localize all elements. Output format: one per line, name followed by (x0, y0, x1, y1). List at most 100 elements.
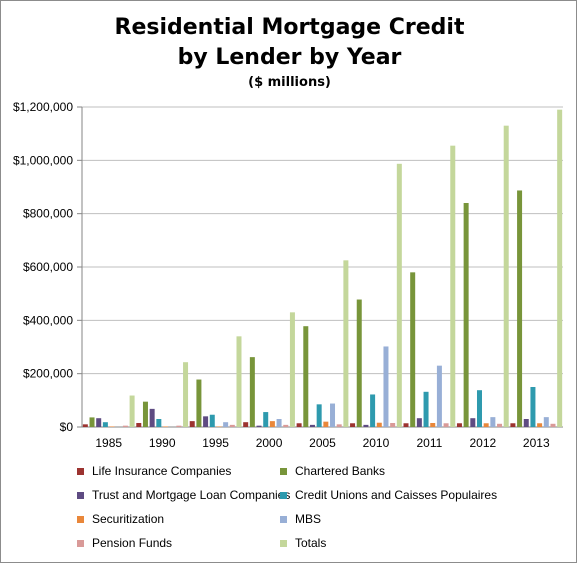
bar (276, 419, 282, 427)
bar (456, 423, 462, 427)
legend-label: Credit Unions and Caisses Populaires (295, 488, 498, 502)
legend-swatch (280, 467, 287, 475)
bar (183, 362, 189, 427)
bar (209, 414, 215, 427)
bar (89, 417, 95, 427)
bar (523, 419, 529, 427)
x-tick-label: 1990 (149, 436, 176, 450)
bar (136, 423, 142, 427)
bar (129, 395, 135, 427)
bar (289, 312, 295, 427)
legend-item-credit-unions: Credit Unions and Caisses Populaires (280, 486, 540, 504)
legend-label: Trust and Mortgage Loan Companies (92, 488, 291, 502)
y-tick-label: $800,000 (23, 207, 73, 221)
bar (503, 125, 509, 428)
bar (96, 418, 102, 427)
x-tick-label: 2000 (256, 436, 283, 450)
legend-swatch (77, 539, 84, 547)
bar (196, 379, 202, 427)
y-tick-label: $200,000 (23, 367, 73, 381)
bar (430, 423, 436, 427)
bar (383, 346, 389, 427)
bar (336, 424, 342, 427)
bar (510, 423, 516, 427)
bar (249, 357, 255, 427)
bar (370, 394, 376, 427)
x-tick-label: 2013 (523, 436, 550, 450)
bar (410, 272, 416, 427)
bar (376, 422, 382, 427)
bar (256, 425, 262, 427)
legend-swatch (280, 491, 287, 499)
y-tick-label: $600,000 (23, 260, 73, 274)
bar (530, 387, 536, 427)
legend-swatch (77, 515, 84, 523)
legend-swatch (280, 539, 287, 547)
x-tick-label: 1985 (95, 436, 122, 450)
bar (396, 163, 402, 428)
bar (483, 423, 489, 427)
bar (303, 326, 309, 427)
bar (223, 422, 229, 427)
bar (156, 419, 162, 427)
legend-item-pension-funds: Pension Funds (77, 534, 280, 552)
bar (109, 426, 115, 427)
x-tick-label: 1995 (202, 436, 229, 450)
x-tick-label: 2011 (416, 436, 442, 450)
x-tick-label: 2010 (363, 436, 390, 450)
legend-item-totals: Totals (280, 534, 540, 552)
bar (316, 404, 322, 427)
bar (537, 423, 543, 427)
bar (263, 412, 269, 427)
bar (189, 421, 195, 427)
legend-label: MBS (295, 512, 322, 526)
bar (390, 423, 396, 427)
bar (203, 416, 209, 427)
bar (343, 260, 349, 427)
bar (463, 203, 469, 427)
legend-label: Pension Funds (92, 536, 173, 550)
bar (423, 391, 429, 427)
bar (142, 401, 148, 427)
bar (163, 426, 169, 427)
bar (243, 422, 249, 427)
legend-label: Chartered Banks (295, 464, 386, 478)
legend-swatch (77, 467, 84, 475)
legend-item-trust-mortgage: Trust and Mortgage Loan Companies (77, 486, 290, 504)
bar (403, 423, 409, 427)
bar (443, 423, 449, 427)
legend-item-securitization: Securitization (77, 510, 280, 528)
bar (557, 109, 563, 428)
bar (102, 422, 108, 427)
legend-swatch (77, 491, 84, 499)
bar (216, 426, 222, 427)
bar (497, 423, 503, 427)
chart-legend: Life Insurance Companies Chartered Banks… (77, 462, 547, 552)
bar (149, 408, 155, 427)
bar (296, 423, 302, 427)
bar (517, 190, 523, 427)
bar (229, 424, 235, 427)
y-tick-label: $400,000 (23, 313, 73, 327)
legend-item-life-insurance: Life Insurance Companies (77, 462, 280, 480)
x-tick-label: 2012 (469, 436, 496, 450)
bar (470, 418, 476, 427)
bar (543, 417, 549, 427)
legend-label: Life Insurance Companies (92, 464, 232, 478)
bar (309, 424, 315, 427)
bar (416, 418, 422, 427)
bar (436, 365, 442, 427)
bar (236, 336, 242, 427)
chart-title: Residential Mortgage Credit (114, 15, 465, 40)
bar (490, 417, 496, 427)
y-tick-label: $0 (60, 420, 74, 434)
bar (356, 299, 362, 427)
y-tick-label: $1,200,000 (13, 100, 73, 114)
bar (283, 424, 289, 427)
legend-label: Totals (295, 536, 327, 550)
legend-item-chartered-banks: Chartered Banks (280, 462, 540, 480)
legend-swatch (280, 515, 287, 523)
bar (550, 423, 556, 427)
